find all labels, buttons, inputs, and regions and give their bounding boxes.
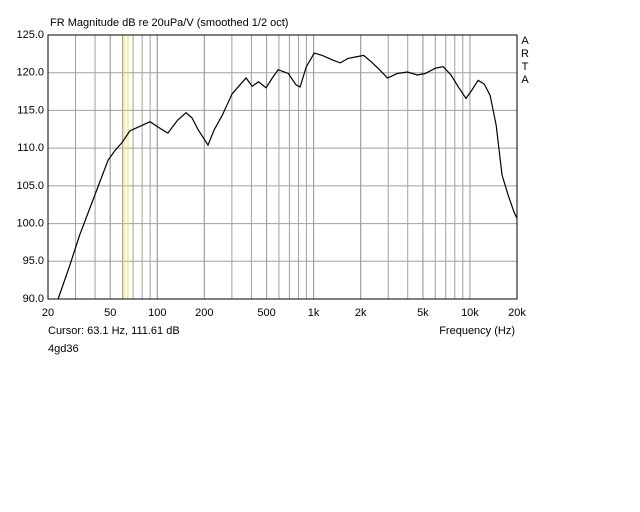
y-tick-label: 110.0 (17, 142, 44, 154)
plot-frame (47, 34, 518, 300)
x-tick-label: 100 (148, 307, 166, 319)
y-tick-label: 95.0 (23, 255, 44, 267)
x-tick-label: 2k (355, 307, 367, 319)
x-tick-label: 200 (195, 307, 213, 319)
x-axis-label: Frequency (Hz) (439, 325, 515, 337)
chart-title: FR Magnitude dB re 20uPa/V (smoothed 1/2… (50, 17, 288, 29)
x-tick-label: 5k (417, 307, 429, 319)
x-tick-label: 20k (508, 307, 526, 319)
cursor-readout: Cursor: 63.1 Hz, 111.61 dB (48, 325, 180, 337)
y-tick-label: 120.0 (16, 67, 44, 79)
y-tick-label: 125.0 (16, 29, 44, 41)
response-curve (57, 52, 518, 300)
x-tick-label: 500 (257, 307, 275, 319)
footer: 4gd36 (48, 343, 79, 355)
x-tick-label: 10k (461, 307, 479, 319)
x-tick-label: 50 (104, 307, 116, 319)
y-tick-label: 115.0 (17, 104, 44, 116)
y-tick-label: 105.0 (16, 180, 44, 192)
x-tick-label: 20 (42, 307, 54, 319)
y-tick-label: 90.0 (23, 293, 44, 305)
x-tick-label: 1k (308, 307, 320, 319)
watermark: ARTA (521, 35, 529, 86)
y-tick-label: 100.0 (16, 217, 44, 229)
